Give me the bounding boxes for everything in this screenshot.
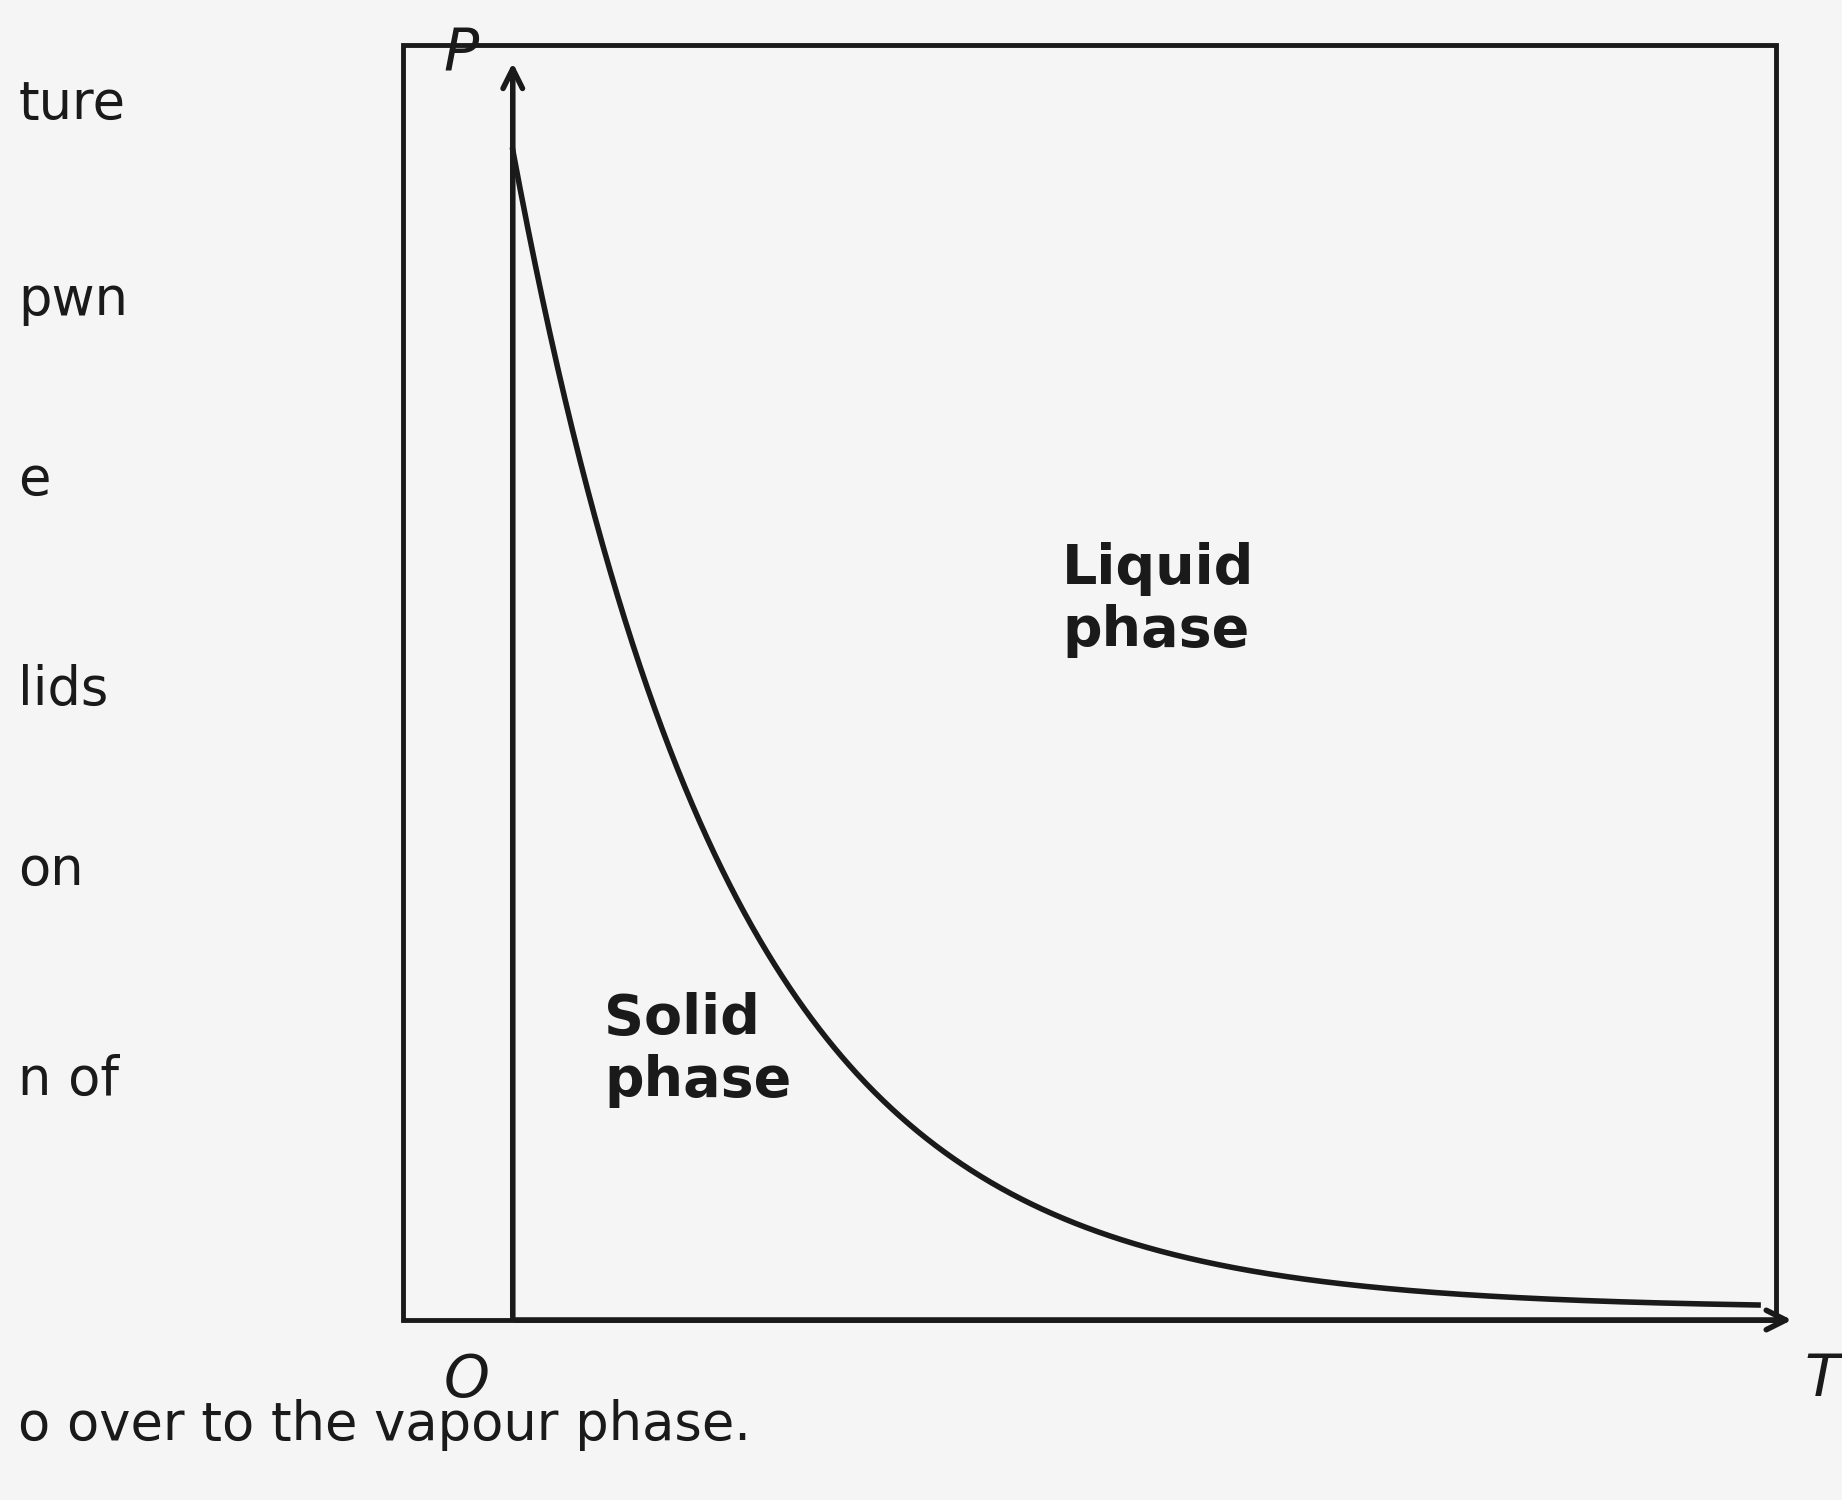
Text: P: P (444, 24, 479, 81)
Text: pwn: pwn (18, 274, 129, 326)
Text: O: O (444, 1352, 490, 1408)
Text: o over to the vapour phase.: o over to the vapour phase. (18, 1400, 752, 1450)
Text: lids: lids (18, 664, 109, 716)
Text: Liquid
phase: Liquid phase (1063, 542, 1254, 658)
Text: T: T (1805, 1352, 1840, 1408)
Bar (403, 45, 1776, 1320)
Text: Solid
phase: Solid phase (604, 992, 792, 1108)
Text: on: on (18, 844, 85, 895)
Text: e: e (18, 454, 52, 506)
Text: n of: n of (18, 1054, 120, 1106)
Text: ture: ture (18, 80, 125, 130)
